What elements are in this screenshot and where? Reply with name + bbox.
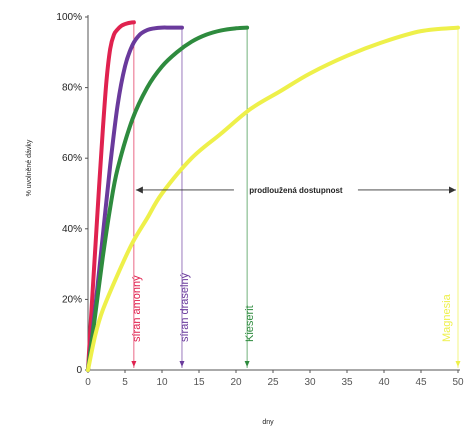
series-label-2: Kieserit (244, 305, 256, 342)
x-tick-label: 45 (415, 377, 427, 388)
release-marker-lines (131, 22, 461, 368)
series-lines (86, 20, 460, 372)
y-tick-label: 40% (62, 224, 82, 235)
series-line-1 (86, 25, 184, 372)
x-tick-label: 50 (452, 377, 464, 388)
series-line-3 (86, 25, 460, 372)
series-labels: síran amonný síran draselný Kieserit Magnes… (131, 272, 453, 342)
y-tick-label: 100% (56, 12, 82, 23)
marker-arrow-2 (244, 361, 250, 367)
x-tick-label: 0 (85, 377, 91, 388)
x-tick-label: 25 (267, 377, 279, 388)
annotation-arrow-left (135, 186, 143, 194)
annotation-arrow-right (449, 186, 456, 194)
series-label-1: síran draselný (179, 272, 191, 342)
marker-arrow-1 (179, 361, 185, 367)
series-line-2 (86, 25, 250, 372)
extended-availability-annotation: prodloužená dostupnost (135, 186, 456, 195)
y-axis-label: % uvolněné dávky (26, 139, 33, 196)
x-tick-label: 40 (378, 377, 390, 388)
x-tick-label: 35 (341, 377, 353, 388)
y-tick-label: 20% (62, 294, 82, 305)
marker-arrow-3 (455, 361, 461, 367)
y-tick-label: 80% (62, 83, 82, 94)
axes: 0 20% 40% 60% 80% 100% 0 5 10 15 20 25 30 35 40 45 50 (56, 12, 464, 388)
series-label-3: Magnesia (441, 293, 453, 342)
x-tick-label: 5 (122, 377, 128, 388)
x-axis-label: dny (262, 419, 274, 426)
annotation-text: prodloužená dostupnost (249, 186, 343, 195)
series-label-0: síran amonný (131, 275, 143, 342)
x-tick-label: 10 (156, 377, 168, 388)
x-tick-label: 15 (193, 377, 205, 388)
marker-arrow-0 (131, 361, 137, 367)
x-tick-label: 30 (304, 377, 316, 388)
series-line-0 (86, 20, 136, 372)
x-tick-label: 20 (230, 377, 242, 388)
y-tick-label: 60% (62, 153, 82, 164)
y-tick-label: 0 (76, 365, 82, 376)
